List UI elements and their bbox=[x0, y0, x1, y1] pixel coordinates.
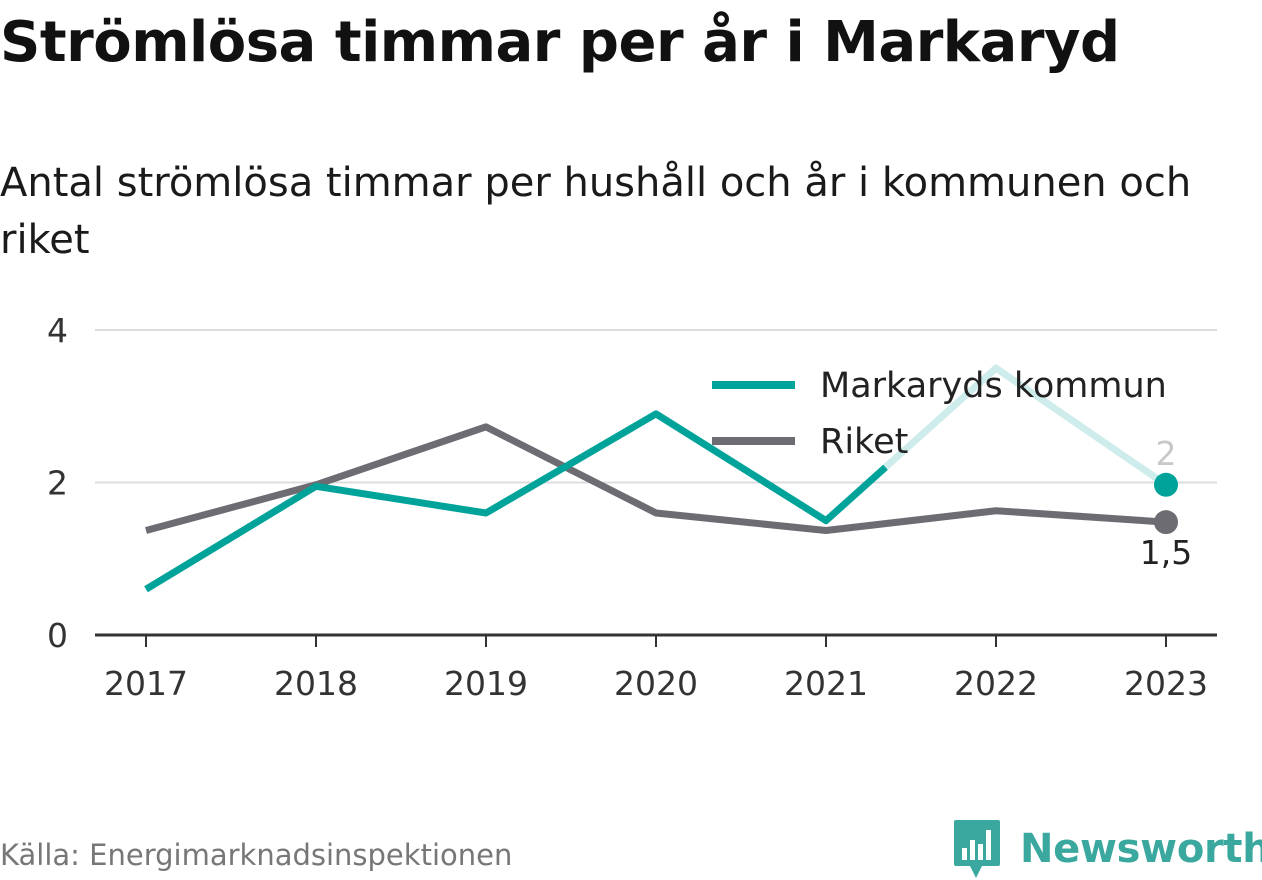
end-point-riket bbox=[1154, 510, 1178, 535]
source-note: Källa: Energimarknadsinspektionen bbox=[0, 838, 513, 872]
y-tick-label: 4 bbox=[47, 311, 68, 350]
chart-subtitle: Antal strömlösa timmar per hushåll och å… bbox=[0, 160, 1192, 263]
x-tick-label: 2021 bbox=[784, 664, 868, 703]
x-tick-label: 2023 bbox=[1124, 664, 1208, 703]
legend-label: Markaryds kommun bbox=[820, 366, 1167, 406]
y-tick-label: 0 bbox=[47, 616, 68, 655]
end-label-markaryd: 2 bbox=[1156, 434, 1177, 473]
series-segment-markaryd-faded bbox=[882, 364, 1000, 471]
x-tick-label: 2022 bbox=[954, 664, 1038, 703]
brand-logo: Newsworthy bbox=[952, 818, 1262, 880]
end-point-markaryd bbox=[1154, 472, 1178, 497]
x-tick-label: 2020 bbox=[614, 664, 698, 703]
series-line-markaryd bbox=[144, 410, 752, 593]
newsworthy-logo-icon bbox=[954, 820, 1000, 878]
chart-title: Strömlösa timmar per år i Markaryd bbox=[0, 10, 1120, 75]
series-line-markaryd bbox=[747, 464, 888, 525]
end-label-riket: 1,5 bbox=[1140, 533, 1192, 572]
series-line-riket bbox=[145, 423, 1167, 535]
x-tick-label: 2017 bbox=[104, 664, 188, 703]
series-segment-markaryd-faded bbox=[992, 364, 1170, 489]
x-tick-label: 2019 bbox=[444, 664, 528, 703]
legend-label: Riket bbox=[820, 422, 908, 462]
x-tick-label: 2018 bbox=[274, 664, 358, 703]
y-tick-label: 2 bbox=[47, 464, 68, 503]
brand-name: Newsworthy bbox=[1020, 826, 1262, 872]
